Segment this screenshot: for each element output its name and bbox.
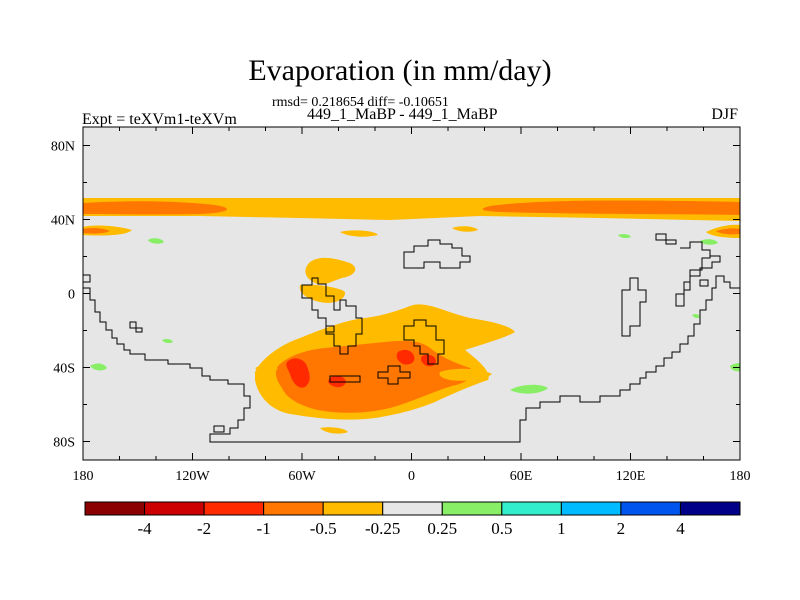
- contour-north-small-2: [452, 226, 478, 232]
- colorbar-swatch: [203, 501, 265, 516]
- y-tick-label: 80N: [51, 140, 75, 155]
- experiment-label: Expt = teXVm1-teXVm: [82, 111, 237, 128]
- colorbar-label: -0.5: [310, 519, 337, 538]
- x-tick-label: 60E: [510, 469, 533, 484]
- colorbar-swatch: [560, 501, 622, 516]
- contour-south-east-tail: [439, 368, 492, 381]
- coast-north-asia: [403, 239, 471, 269]
- land-outlines: [83, 233, 740, 443]
- coast-west-island: [83, 274, 91, 283]
- stats-line: rmsd= 0.218654 diff= -0.10651: [272, 95, 449, 110]
- colorbar-label: 2: [617, 519, 626, 538]
- contour-pos-3: [700, 239, 718, 245]
- colorbar-label: 1: [557, 519, 566, 538]
- colorbar-swatch: [84, 501, 146, 516]
- coast-west-americas: [83, 275, 740, 443]
- x-tick-label: 120W: [175, 469, 210, 484]
- coast-japan: [655, 233, 677, 245]
- contour-north-mid-east: [482, 200, 740, 215]
- contour-north-small: [340, 230, 378, 237]
- coast-south-bar: [329, 375, 361, 383]
- colorbar-label: -4: [137, 519, 152, 538]
- contour-south-west-small-2: [265, 381, 280, 388]
- x-tick-label: 60W: [288, 469, 316, 484]
- colorbar-swatch: [382, 501, 443, 516]
- y-tick-label: 40S: [53, 362, 75, 377]
- season-label: DJF: [711, 106, 738, 123]
- map-title: Evaporation (in mm/day): [248, 54, 552, 87]
- colorbar-label: 0.5: [491, 519, 512, 538]
- colorbar-label: 4: [676, 519, 685, 538]
- y-tick-label: 0: [68, 288, 75, 303]
- coast-island-east: [699, 279, 709, 287]
- colorbar-swatch: [144, 501, 205, 516]
- coast-east-asia: [675, 241, 721, 307]
- contour-pos-2: [618, 233, 631, 239]
- contour-south-strong-2: [396, 349, 415, 365]
- y-tick-label: 40N: [51, 214, 75, 229]
- colorbar-swatch: [263, 501, 324, 516]
- x-tick-label: 180: [730, 469, 751, 484]
- colorbar-label: -1: [257, 519, 271, 538]
- x-tick-label: 180: [73, 469, 94, 484]
- colorbar-swatch: [441, 501, 503, 516]
- colorbar-label: -0.25: [365, 519, 400, 538]
- coast-south-africa-tip: [325, 325, 335, 333]
- coast-central-america: [129, 321, 143, 333]
- colorbar-swatch: [501, 501, 562, 516]
- subtitle: 449_1_MaBP - 449_1_MaBP: [307, 106, 498, 123]
- contour-pos-7: [510, 384, 548, 394]
- contour-south-strong-1: [286, 358, 310, 388]
- map-plot-area: [83, 127, 740, 460]
- y-tick-label: 80S: [53, 436, 75, 451]
- contour-pos-8: [692, 313, 700, 319]
- coast-antarctic-tip: [213, 425, 225, 433]
- coast-madagascar: [403, 319, 445, 365]
- contour-pos-1: [148, 238, 164, 244]
- contour-north-east-edge-core: [716, 228, 740, 235]
- coast-africa: [301, 277, 363, 355]
- y-axis: 80N 40N 0 40S 80S: [51, 140, 740, 451]
- colorbar-label: 0.25: [427, 519, 457, 538]
- contour-pos-5: [162, 338, 173, 344]
- colorbar: -4 -2 -1 -0.5 -0.25 0.25 0.5 1 2 4: [84, 501, 741, 538]
- x-tick-label: 120E: [616, 469, 646, 484]
- contour-south-southern-tail: [320, 427, 348, 434]
- coast-indonesia: [621, 277, 647, 337]
- colorbar-swatch: [322, 501, 384, 516]
- x-tick-label: 0: [408, 469, 415, 484]
- colorbar-label: -2: [197, 519, 211, 538]
- contour-pos-4: [90, 363, 107, 371]
- contour-north-mid-west: [83, 201, 227, 215]
- contour-north-west-edge-core: [83, 227, 110, 234]
- x-axis: 180 120W 60W 0 60E 120E 180: [73, 127, 751, 484]
- colorbar-swatch: [620, 501, 681, 516]
- colorbar-swatch: [679, 501, 741, 516]
- contour-south-west-small: [255, 365, 278, 372]
- coast-central-south: [377, 365, 411, 385]
